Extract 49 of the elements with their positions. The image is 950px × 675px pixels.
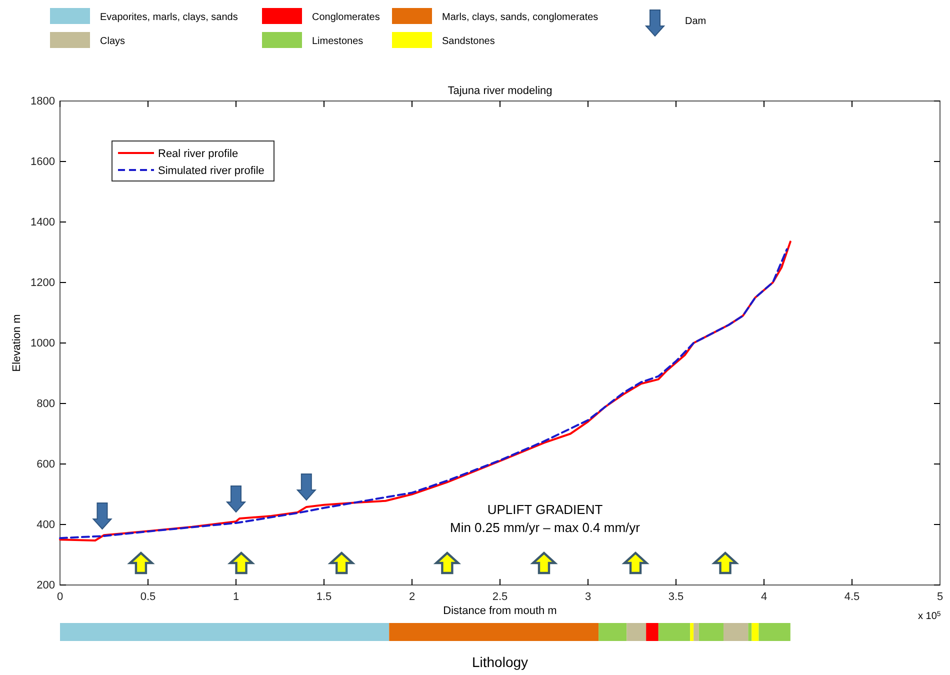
legend-label: Limestones xyxy=(312,36,364,47)
x-tick-label: 0 xyxy=(56,591,64,604)
y-tick-label: 1400 xyxy=(30,216,55,229)
y-tick-label: 800 xyxy=(36,398,55,410)
legend-label: Evaporites, marls, clays, sands xyxy=(100,12,238,23)
x-tick-label: 5 xyxy=(936,591,944,604)
y-tick-label: 1000 xyxy=(30,338,55,350)
bar xyxy=(598,623,627,641)
bar xyxy=(690,623,694,641)
legend-label: Marls, clays, sands, conglomerates xyxy=(442,12,598,23)
annotation: UPLIFT GRADIENT xyxy=(487,502,603,517)
chart-title: Tajuna river modeling xyxy=(448,85,552,97)
bar xyxy=(646,623,658,641)
legend-label: Real river profile xyxy=(158,148,238,160)
legend-label: Clays xyxy=(100,36,126,47)
x-tick-label: 3 xyxy=(584,591,592,604)
x-tick-label: 1 xyxy=(232,591,240,604)
bar xyxy=(698,623,724,641)
legend-label: Simulated river profile xyxy=(158,165,264,177)
x-tick-label: 2 xyxy=(408,591,416,604)
bar xyxy=(60,623,390,641)
x-tick-label: 4 xyxy=(760,591,768,604)
text: x 10$^{5}$ xyxy=(918,610,941,622)
x-tick-label: 2.5 xyxy=(492,591,508,604)
bar xyxy=(658,623,690,641)
bar xyxy=(752,623,759,641)
x-tick-label: 3.5 xyxy=(668,591,684,604)
bar xyxy=(724,623,748,641)
bar xyxy=(748,623,752,641)
text: Dam xyxy=(685,16,706,27)
bar xyxy=(626,623,646,641)
x-tick-label: 4.5 xyxy=(844,591,860,604)
x-tick-label: 1.5 xyxy=(316,591,332,604)
legend-label: Conglomerates xyxy=(312,12,380,23)
x-tick-label: 0.5 xyxy=(140,591,156,604)
y-tick-label: 200 xyxy=(36,580,55,592)
x-axis-title: Distance from mouth m xyxy=(443,605,557,617)
annotation: Min 0.25 mm/yr – max 0.4 mm/yr xyxy=(450,520,641,535)
bar xyxy=(694,623,699,641)
legend-label: Sandstones xyxy=(442,36,495,47)
y-axis-title: Elevation m xyxy=(11,314,23,372)
y-tick-label: 1200 xyxy=(30,277,55,290)
bar xyxy=(758,623,790,641)
x-axis-title: Lithology xyxy=(472,654,528,670)
y-tick-label: 600 xyxy=(36,458,55,471)
y-tick-label: 1600 xyxy=(30,156,55,168)
y-tick-label: 400 xyxy=(36,519,55,532)
bar xyxy=(389,623,599,641)
y-tick-label: 1800 xyxy=(30,96,55,108)
